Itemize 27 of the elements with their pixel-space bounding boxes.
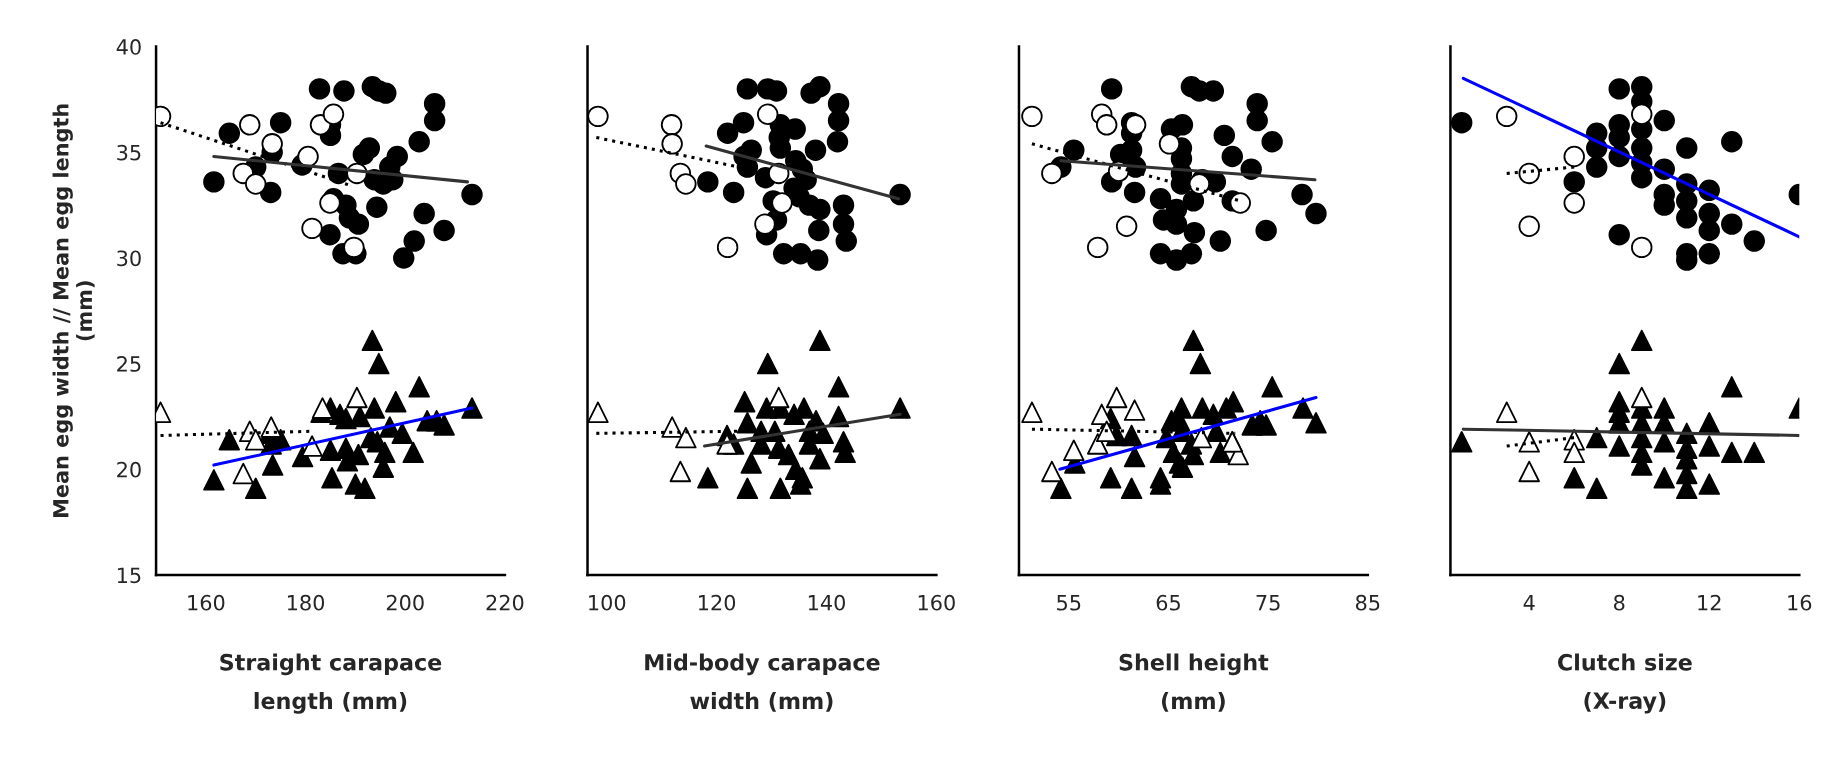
x-tick-label: 65 bbox=[1156, 594, 1180, 611]
x-tick-label: 75 bbox=[1256, 595, 1280, 611]
x-tick-label: 140 bbox=[808, 594, 845, 611]
y-tick-label: 15 bbox=[117, 567, 141, 584]
x-tick-label: 12 bbox=[1698, 594, 1721, 611]
y-tick-label: 20 bbox=[117, 461, 141, 478]
x-tick-label: 85 bbox=[1355, 594, 1380, 611]
x-tick-label: 100 bbox=[589, 594, 626, 611]
x-axis-title: Mid-body carapace width (mm) bbox=[645, 653, 880, 712]
x-axis-title: Straight carapace length (mm) bbox=[220, 653, 442, 714]
y-tick-label: 30 bbox=[117, 250, 141, 267]
x-axis-title: Shell height (mm) bbox=[1119, 653, 1269, 712]
y-tick-label: 35 bbox=[117, 144, 141, 161]
x-tick-label: 55 bbox=[1057, 595, 1081, 611]
y-tick-label: 40 bbox=[116, 39, 141, 55]
y-axis-title: Mean egg width // Mean egg length (mm) bbox=[52, 104, 95, 517]
x-tick-label: 16 bbox=[1788, 594, 1812, 611]
x-tick-label: 4 bbox=[1523, 595, 1535, 611]
x-tick-label: 220 bbox=[486, 594, 524, 611]
x-tick-label: 120 bbox=[699, 594, 736, 611]
x-tick-label: 200 bbox=[386, 594, 424, 611]
x-tick-label: 160 bbox=[188, 594, 225, 611]
x-tick-label: 160 bbox=[918, 594, 955, 611]
x-tick-label: 8 bbox=[1614, 594, 1625, 611]
x-tick-label: 180 bbox=[287, 594, 325, 611]
x-axis-title: Clutch size (X-ray) bbox=[1557, 653, 1692, 714]
y-tick-label: 25 bbox=[117, 356, 141, 372]
